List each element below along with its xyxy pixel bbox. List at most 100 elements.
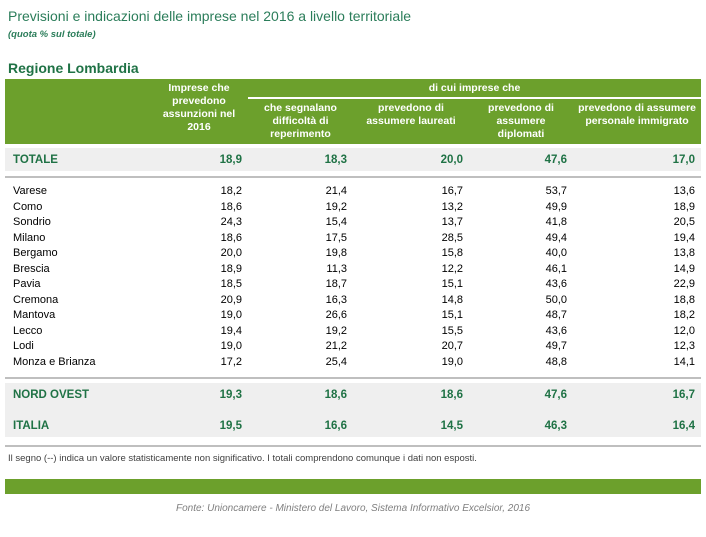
cell-value: 16,3: [325, 293, 347, 306]
cell-value: 19,4: [220, 324, 242, 337]
cell-value: 15,8: [441, 247, 463, 259]
cell-value: 19,2: [325, 200, 347, 213]
table-row: Bergamo 20,0 19,8 15,8 40,0 13,8: [5, 246, 701, 262]
table-row: Varese 18,2 21,4 16,7 53,7 13,6: [5, 184, 701, 200]
cell-value: 13,6: [673, 185, 695, 197]
cell-value: 14,5: [353, 414, 469, 437]
table-row: Cremona 20,9 16,3 14,8 50,0 18,8: [5, 293, 701, 309]
header-col-laureati: prevedono di assumere laureati: [353, 98, 469, 144]
cell-value: 49,7: [545, 340, 567, 352]
spacer: [5, 406, 701, 414]
cell-value: 16,7: [573, 383, 701, 406]
cell-value: 19,3: [150, 383, 248, 406]
footnote: Il segno (--) indica un valore statistic…: [8, 453, 477, 464]
cell-value: 14,9: [673, 262, 695, 275]
row-label: Como: [13, 200, 43, 213]
cell-value: 12,0: [673, 324, 695, 337]
cell-value: 19,0: [220, 309, 242, 321]
cell-value: 19,8: [325, 247, 347, 259]
cell-value: 19,0: [441, 355, 463, 368]
source-text: Fonte: Unioncamere - Ministero del Lavor…: [175, 503, 531, 514]
cell-value: 19,5: [150, 414, 248, 437]
row-label: Cremona: [13, 293, 59, 306]
cell-value: 19,0: [220, 340, 242, 352]
cell-value: 15,5: [441, 324, 463, 337]
cell-value: 15,1: [441, 278, 463, 290]
cell-value: 46,1: [545, 262, 567, 275]
cell-value: 19,4: [673, 231, 695, 244]
table-header: Imprese che prevedono assunzioni nel 201…: [5, 79, 701, 144]
cell-value: 25,4: [325, 355, 347, 368]
cell-value: 20,5: [673, 216, 695, 228]
cell-value: 13,8: [673, 247, 695, 259]
cell-value: 16,6: [248, 414, 353, 437]
cell-value: 46,3: [469, 414, 573, 437]
cell-value: 13,2: [441, 200, 463, 213]
cell-value: 18,8: [673, 293, 695, 306]
totale-row: TOTALE 18,9 18,3 20,0 47,6 17,0: [5, 148, 701, 171]
cell-value: 50,0: [545, 293, 567, 306]
header-col-assunzioni: Imprese che prevedono assunzioni nel 201…: [150, 79, 248, 144]
row-label: Pavia: [13, 278, 41, 290]
cell-value: 47,6: [469, 383, 573, 406]
cell-value: 18,6: [220, 200, 242, 213]
table-row: Milano 18,6 17,5 28,5 49,4 19,4: [5, 231, 701, 247]
cell-value: 18,3: [248, 148, 353, 171]
cell-value: 17,2: [220, 355, 242, 368]
row-label: Monza e Brianza: [13, 355, 96, 368]
cell-value: 22,9: [673, 278, 695, 290]
cell-value: 18,6: [353, 383, 469, 406]
table-row: Mantova 19,0 26,6 15,1 48,7 18,2: [5, 308, 701, 324]
divider-line: [5, 377, 701, 379]
table-row: Pavia 18,5 18,7 15,1 43,6 22,9: [5, 277, 701, 293]
divider-line: [5, 445, 701, 447]
row-label: Varese: [13, 185, 48, 197]
cell-value: 15,1: [441, 309, 463, 321]
header-col-difficolta: che segnalano difficoltà di reperimento: [248, 98, 353, 144]
cell-value: 43,6: [545, 278, 567, 290]
table-row: Sondrio 24,3 15,4 13,7 41,8 20,5: [5, 215, 701, 231]
cell-value: 15,4: [325, 216, 347, 228]
row-label: TOTALE: [5, 148, 150, 171]
header-row-2: che segnalano difficoltà di reperimento …: [5, 98, 701, 144]
cell-value: 48,8: [545, 355, 567, 368]
header-corner: [5, 79, 150, 144]
cell-value: 41,8: [545, 216, 567, 228]
cell-value: 18,5: [220, 278, 242, 290]
row-label: Lecco: [13, 324, 43, 337]
header-col-diplomati: prevedono di assumere diplomati: [469, 98, 573, 144]
cell-value: 53,7: [545, 185, 567, 197]
cell-value: 21,4: [325, 185, 347, 197]
province-rows: Varese 18,2 21,4 16,7 53,7 13,6 Como 18,6 19,2 13…: [5, 184, 701, 370]
header-group-di-cui: di cui imprese che: [248, 79, 701, 99]
table-row: Monza e Brianza 17,2 25,4 19,0 48,8 14,1: [5, 355, 701, 371]
cell-value: 48,7: [545, 309, 567, 321]
cell-value: 18,9: [220, 262, 242, 275]
row-label: Mantova: [13, 309, 56, 321]
cell-value: 47,6: [469, 148, 573, 171]
row-label: Sondrio: [13, 216, 51, 228]
cell-value: 13,7: [441, 216, 463, 228]
row-label: Lodi: [13, 340, 34, 352]
cell-value: 12,2: [441, 262, 463, 275]
cell-value: 14,1: [673, 355, 695, 368]
separator: [5, 171, 701, 184]
row-label: NORD OVEST: [5, 383, 150, 406]
region-heading: Regione Lombardia: [8, 60, 139, 76]
cell-value: 49,9: [545, 200, 567, 213]
cell-value: 19,2: [325, 324, 347, 337]
cell-value: 17,5: [325, 231, 347, 244]
cell-value: 16,7: [441, 185, 463, 197]
header-col-immigrato: prevedono di assumere personale immigrat…: [573, 98, 701, 144]
row-label: Milano: [13, 231, 46, 244]
cell-value: 20,7: [441, 340, 463, 352]
cell-value: 20,0: [353, 148, 469, 171]
cell-value: 16,4: [573, 414, 701, 437]
footer-bar: [5, 479, 701, 494]
cell-value: 40,0: [545, 247, 567, 259]
cell-value: 17,0: [573, 148, 701, 171]
cell-value: 21,2: [325, 340, 347, 352]
cell-value: 18,6: [220, 231, 242, 244]
cell-value: 49,4: [545, 231, 567, 244]
